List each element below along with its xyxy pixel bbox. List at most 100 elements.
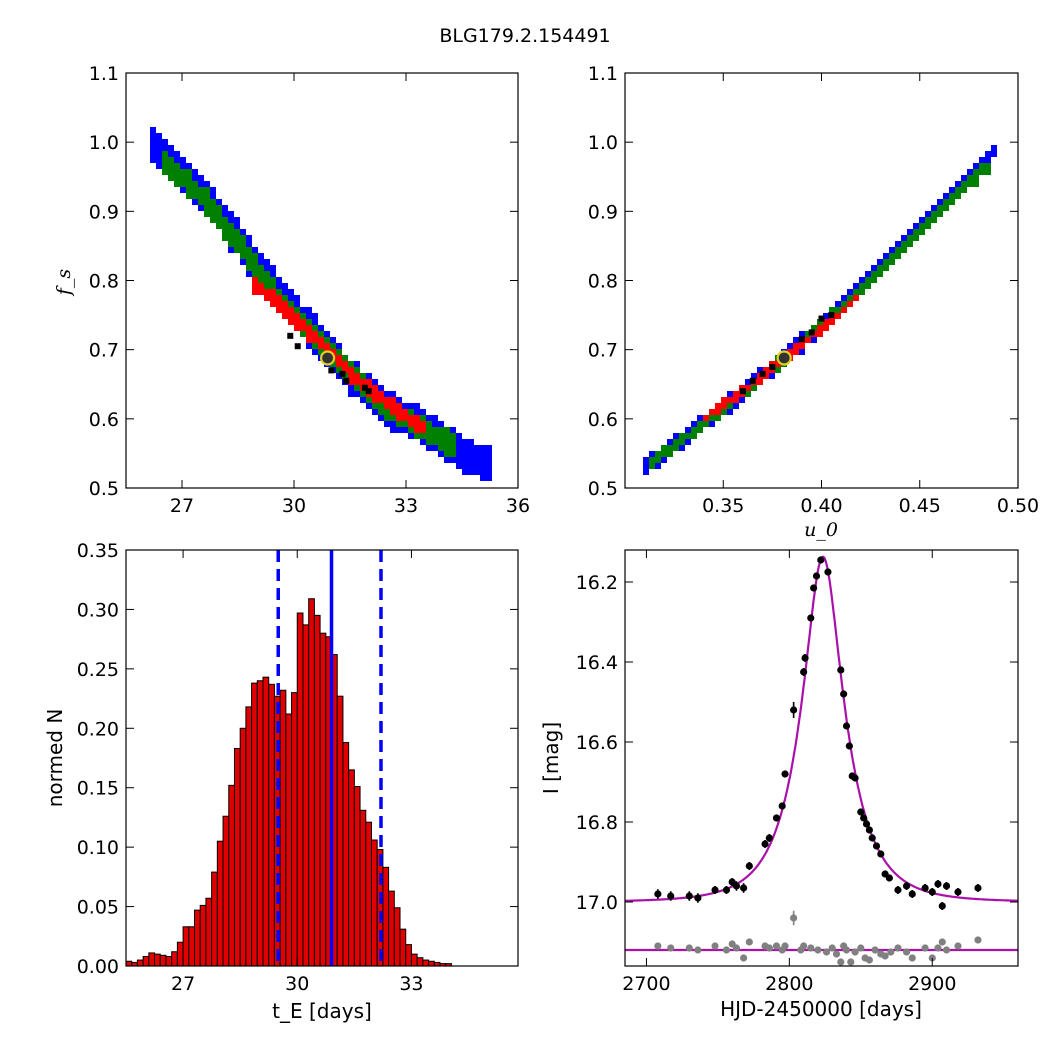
fs-vs-tE-cell xyxy=(276,277,282,283)
fs-vs-tE-cell xyxy=(426,421,432,427)
fs-vs-tE-cell xyxy=(474,469,480,475)
fs-vs-u0-cell xyxy=(691,427,697,433)
fs-vs-u0-cell xyxy=(805,331,811,337)
fs-vs-tE-cell xyxy=(444,445,450,451)
fs-vs-tE-cell xyxy=(264,283,270,289)
fs-vs-tE-cell xyxy=(180,169,186,175)
fs-vs-tE-cell xyxy=(456,457,462,463)
fs-vs-u0-sample-point xyxy=(808,329,815,336)
histogram-bar xyxy=(205,897,213,967)
fs-vs-u0-ytick-label: 0.6 xyxy=(588,409,618,431)
fs-vs-tE-cell xyxy=(462,457,468,463)
fs-vs-tE-cell xyxy=(204,187,210,193)
fs-vs-tE-cell xyxy=(474,457,480,463)
data-point xyxy=(824,568,832,576)
fs-vs-tE-cell xyxy=(348,373,354,379)
fs-vs-tE-cell xyxy=(168,157,174,163)
histogram-bar xyxy=(370,839,378,967)
fs-vs-u0-cell xyxy=(823,313,829,319)
fs-vs-tE-cell xyxy=(276,301,282,307)
residual-point xyxy=(685,944,693,952)
residual-point xyxy=(667,944,675,952)
fs-vs-tE-cell xyxy=(192,181,198,187)
fs-vs-u0-cell xyxy=(787,349,793,355)
fs-vs-u0-cell xyxy=(907,229,913,235)
fs-vs-tE-cell xyxy=(300,325,306,331)
residual-point xyxy=(865,956,873,964)
fs-vs-tE-cell xyxy=(264,289,270,295)
fs-vs-u0-cell xyxy=(661,451,667,457)
residual-point xyxy=(851,948,859,956)
fs-vs-tE-cell xyxy=(450,451,456,457)
fs-vs-u0-cell xyxy=(799,343,805,349)
histogram-bar xyxy=(376,849,384,967)
fs-vs-tE-cell xyxy=(174,181,180,187)
fs-vs-tE-cell xyxy=(288,307,294,313)
fs-vs-tE-cell xyxy=(312,349,318,355)
fs-vs-u0-cell xyxy=(787,343,793,349)
fs-vs-u0-ytick-label: 1.0 xyxy=(588,132,618,154)
fs-vs-tE-cell xyxy=(240,241,246,247)
fs-vs-tE-region-2-sigma xyxy=(162,151,456,457)
fs-vs-tE-sample-point xyxy=(339,370,346,377)
fs-vs-tE-cell xyxy=(408,409,414,415)
fs-vs-u0-cell xyxy=(697,427,703,433)
histogram-bar xyxy=(148,952,156,967)
fs-vs-tE-cell xyxy=(450,445,456,451)
fs-vs-u0-cell xyxy=(907,235,913,241)
fs-vs-tE-cell xyxy=(432,421,438,427)
histogram-bar xyxy=(262,676,270,967)
fs-vs-tE-cell xyxy=(426,439,432,445)
fs-vs-tE-cell xyxy=(216,211,222,217)
residual-point xyxy=(908,954,916,962)
fs-vs-tE-cell xyxy=(438,427,444,433)
tE-histogram-frame xyxy=(125,549,519,967)
histogram-bar xyxy=(194,909,201,967)
fs-vs-u0-sample-point xyxy=(759,370,766,377)
data-point xyxy=(842,722,851,730)
fs-vs-u0-cell xyxy=(745,391,751,397)
fs-vs-u0-cell xyxy=(757,367,763,373)
fs-vs-tE-xtick-label: 27 xyxy=(170,495,194,517)
fs-vs-tE-cell xyxy=(318,331,324,337)
histogram-bar xyxy=(308,598,315,967)
fs-vs-tE-cell xyxy=(420,409,426,415)
fs-vs-u0-cell xyxy=(949,199,955,205)
histogram-bar xyxy=(382,866,390,967)
fs-vs-tE-cell xyxy=(456,439,462,445)
histogram-bar xyxy=(188,926,196,967)
fs-vs-u0-cell xyxy=(829,319,835,325)
fs-vs-u0-cell xyxy=(985,151,991,157)
data-point xyxy=(865,826,873,834)
fs-vs-tE-cell xyxy=(312,313,318,319)
fs-vs-u0-cell xyxy=(859,277,865,283)
fs-vs-tE-cell xyxy=(408,427,414,433)
fs-vs-tE-cell xyxy=(354,385,360,391)
fs-vs-u0-cell xyxy=(841,295,847,301)
fs-vs-tE-cell xyxy=(420,439,426,445)
histogram-bar xyxy=(125,960,133,967)
fs-vs-u0-cell xyxy=(655,451,661,457)
histogram-bar xyxy=(211,871,218,967)
fs-vs-tE-cell xyxy=(180,175,186,181)
data-point xyxy=(885,874,893,882)
fs-vs-u0-cell xyxy=(967,175,973,181)
tE-histogram-ytick-label: 0.10 xyxy=(77,837,119,859)
fs-vs-tE-cell xyxy=(198,187,204,193)
fs-vs-tE-cell xyxy=(444,427,450,433)
fs-vs-tE-cell xyxy=(324,337,330,343)
fs-vs-tE-cell xyxy=(390,409,396,415)
fs-vs-tE-cell xyxy=(288,319,294,325)
data-point xyxy=(845,742,853,750)
fs-vs-tE-cell xyxy=(462,445,468,451)
fs-vs-tE-cell xyxy=(354,361,360,367)
light-curve-plot-area xyxy=(625,555,1018,966)
fs-vs-tE-cell xyxy=(378,403,384,409)
fs-vs-tE-cell xyxy=(294,301,300,307)
fs-vs-tE-cell xyxy=(150,145,156,151)
fs-vs-tE-cell xyxy=(270,289,276,295)
light-curve-frame xyxy=(624,549,1019,967)
residual-point xyxy=(732,944,741,952)
fs-vs-tE-cell xyxy=(474,445,480,451)
fs-vs-tE-cell xyxy=(228,247,234,253)
